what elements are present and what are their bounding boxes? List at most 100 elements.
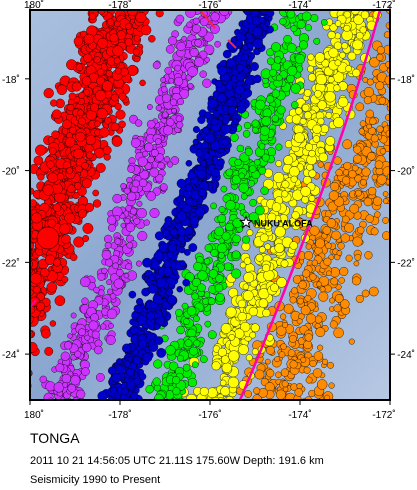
earthquake-dot [148, 35, 156, 43]
earthquake-dot [15, 391, 26, 402]
earthquake-dot [349, 203, 360, 214]
earthquake-dot [3, 316, 13, 326]
earthquake-dot [12, 319, 20, 327]
earthquake-dot [339, 51, 346, 59]
earthquake-dot [36, 301, 46, 311]
earthquake-dot [403, 144, 408, 149]
earthquake-dot [21, 319, 29, 327]
earthquake-dot [2, 364, 10, 372]
earthquake-dot [93, 56, 101, 64]
earthquake-dot [82, 222, 94, 234]
earthquake-dot [275, 389, 286, 400]
earthquake-dot [232, 217, 243, 228]
earthquake-dot [407, 25, 416, 34]
earthquake-dot [250, 323, 260, 333]
earthquake-dot [215, 274, 224, 283]
earthquake-dot [262, 108, 272, 118]
earthquake-dot [248, 307, 258, 317]
earthquake-dot [5, 327, 15, 337]
earthquake-dot [243, 257, 252, 265]
earthquake-dot [253, 158, 261, 166]
earthquake-dot [81, 367, 90, 376]
earthquake-dot [394, 10, 403, 19]
earthquake-dot [10, 309, 18, 317]
earthquake-dot [210, 168, 221, 178]
earthquake-dot [0, 319, 1, 330]
earthquake-dot [7, 362, 13, 368]
earthquake-dot [17, 299, 27, 309]
earthquake-dot [296, 20, 306, 29]
earthquake-dot [385, 61, 390, 68]
earthquake-dot [308, 195, 316, 202]
earthquake-dot [287, 65, 298, 76]
earthquake-dot [298, 401, 303, 406]
earthquake-dot [30, 329, 34, 340]
earthquake-dot [347, 51, 357, 61]
earthquake-dot [328, 47, 339, 58]
earthquake-dot [175, 115, 183, 123]
earthquake-dot [221, 355, 230, 364]
earthquake-dot [203, 258, 211, 265]
x-tick-label-bottom: -178˚ [108, 409, 131, 421]
earthquake-dot [202, 78, 212, 88]
earthquake-dot [255, 99, 266, 110]
earthquake-dot [132, 48, 140, 56]
earthquake-dot [21, 262, 29, 270]
earthquake-dot [146, 119, 156, 129]
earthquake-dot [215, 292, 225, 303]
earthquake-dot [313, 37, 321, 45]
earthquake-dot [187, 170, 196, 180]
earthquake-dot [5, 290, 13, 298]
earthquake-dot [1, 363, 11, 373]
earthquake-dot [122, 343, 132, 353]
earthquake-dot [16, 228, 26, 238]
earthquake-dot [3, 337, 12, 346]
earthquake-dot [43, 87, 54, 99]
earthquake-dot [305, 376, 313, 384]
earthquake-dot [130, 137, 141, 148]
earthquake-dot [327, 31, 336, 40]
earthquake-dot [356, 31, 364, 40]
earthquake-dot [163, 267, 173, 277]
earthquake-dot [169, 98, 178, 106]
earthquake-dot [4, 285, 13, 294]
earthquake-dot [120, 183, 127, 190]
x-tick-label-top: -178˚ [108, 0, 131, 11]
earthquake-dot [214, 226, 225, 237]
earthquake-dot [303, 111, 312, 120]
earthquake-dot [52, 203, 62, 212]
earthquake-dot [275, 74, 283, 82]
earthquake-dot [326, 218, 337, 228]
earthquake-dot [248, 212, 259, 223]
earthquake-dot [51, 130, 60, 139]
earthquake-dot [312, 135, 321, 143]
earthquake-dot [21, 316, 30, 325]
earthquake-dot [43, 392, 54, 400]
earthquake-dot [0, 332, 9, 342]
earthquake-dot [369, 117, 377, 126]
earthquake-dot [82, 235, 90, 242]
earthquake-dot [42, 184, 54, 196]
earthquake-dot [111, 93, 119, 102]
earthquake-dot [352, 39, 363, 51]
earthquake-dot [376, 174, 387, 185]
earthquake-dot [219, 379, 227, 387]
earthquake-dot [280, 313, 287, 320]
earthquake-dot [274, 56, 282, 64]
earthquake-dot [11, 336, 21, 346]
earthquake-dot [150, 148, 159, 157]
earthquake-dot [74, 182, 82, 190]
earthquake-dot [197, 283, 206, 292]
earthquake-dot [7, 328, 16, 337]
earthquake-dot [370, 227, 379, 236]
earthquake-dot [107, 366, 117, 375]
earthquake-dot [391, 124, 400, 133]
earthquake-dot [407, 47, 416, 56]
x-tick-label-bottom: -172˚ [372, 409, 395, 421]
earthquake-dot [275, 160, 283, 167]
earthquake-dot [300, 219, 309, 227]
earthquake-dot [258, 166, 267, 175]
earthquake-dot [1, 370, 8, 377]
earthquake-dot [0, 377, 2, 387]
earthquake-dot [218, 252, 225, 259]
